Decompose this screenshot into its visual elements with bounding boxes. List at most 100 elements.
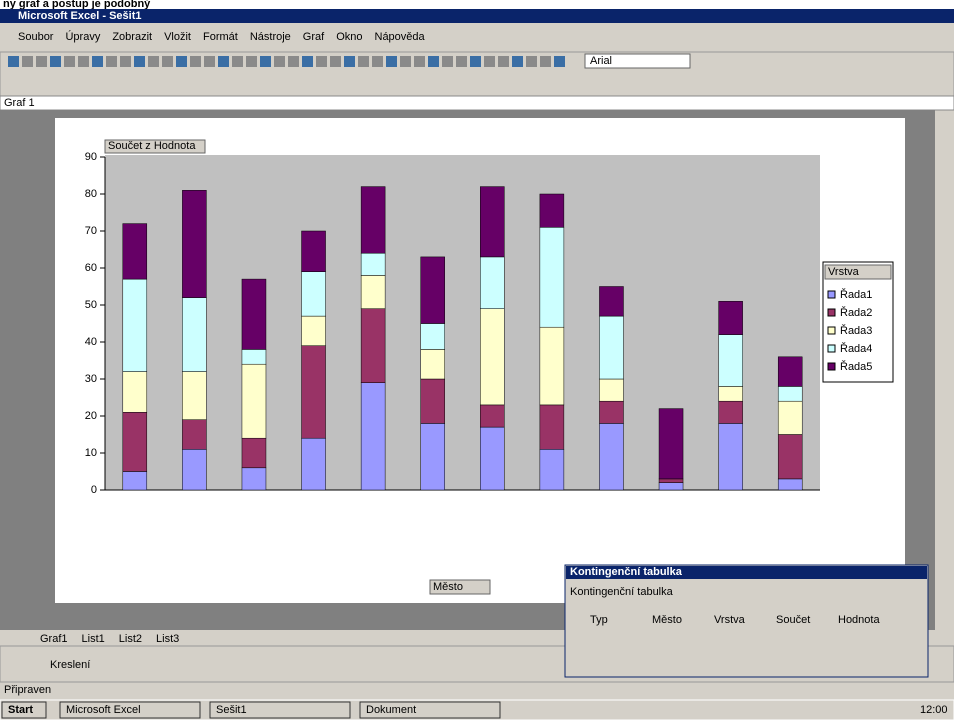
bar-segment [361,383,385,490]
menu-item[interactable]: Zobrazit [112,31,152,43]
pivot-button[interactable]: Kontingenční tabulka [570,586,674,598]
bar-segment [778,386,802,401]
toolbar-button[interactable] [512,56,523,67]
toolbar-button[interactable] [78,56,89,67]
toolbar-button[interactable] [22,56,33,67]
bar-segment [778,357,802,387]
row-field-button[interactable]: Město [433,581,463,593]
toolbar-button[interactable] [428,56,439,67]
menu-item[interactable]: Úpravy [65,30,100,43]
task-label[interactable]: Microsoft Excel [66,704,141,716]
plot-area [105,155,820,490]
toolbar-button[interactable] [386,56,397,67]
bar-segment [302,346,326,439]
bar-segment [123,224,147,280]
menu-item[interactable]: Nápověda [375,31,426,43]
bar-segment [123,279,147,372]
pivot-field[interactable]: Hodnota [838,614,880,626]
toolbar-button[interactable] [316,56,327,67]
toolbar-button[interactable] [36,56,47,67]
toolbar-button[interactable] [120,56,131,67]
data-field-button[interactable]: Součet z Hodnota [108,140,196,152]
y-tick-label: 50 [85,299,97,311]
pivot-field[interactable]: Součet [776,614,810,626]
toolbar-button[interactable] [554,56,565,67]
bar-segment [123,472,147,491]
legend-swatch [828,291,835,298]
pivot-field[interactable]: Typ [590,614,608,626]
toolbar-button[interactable] [50,56,61,67]
toolbar-button[interactable] [540,56,551,67]
menu-item[interactable]: Graf [303,31,325,43]
sheet-tab[interactable]: List3 [156,633,179,645]
toolbar-button[interactable] [8,56,19,67]
toolbar-button[interactable] [414,56,425,67]
bar-segment [659,483,683,490]
toolbar-button[interactable] [162,56,173,67]
bar-segment [421,257,445,324]
menu-item[interactable]: Nástroje [250,31,291,43]
sheet-tab[interactable]: Graf1 [40,633,68,645]
toolbar-button[interactable] [64,56,75,67]
toolbar-button[interactable] [442,56,453,67]
legend-label: Řada3 [840,324,872,337]
pivot-field[interactable]: Vrstva [714,614,746,626]
legend-title[interactable]: Vrstva [828,266,860,278]
toolbar-button[interactable] [232,56,243,67]
menu-item[interactable]: Okno [336,31,362,43]
sheet-tab[interactable]: List2 [119,633,142,645]
toolbar-button[interactable] [288,56,299,67]
bar-segment [421,324,445,350]
toolbar-button[interactable] [358,56,369,67]
start-button[interactable]: Start [8,704,33,716]
toolbar-button[interactable] [204,56,215,67]
bar-segment [421,423,445,490]
toolbar-button[interactable] [218,56,229,67]
legend-swatch [828,345,835,352]
bar-segment [599,423,623,490]
pivot-field[interactable]: Město [652,614,682,626]
legend-label: Řada4 [840,342,872,355]
legend-label: Řada5 [840,360,872,373]
toolbar-button[interactable] [134,56,145,67]
menu-item[interactable]: Vložit [164,31,191,43]
bar-segment [242,279,266,349]
toolbar-button[interactable] [246,56,257,67]
task-label[interactable]: Dokument [366,704,416,716]
toolbar-button[interactable] [372,56,383,67]
toolbar-button[interactable] [148,56,159,67]
toolbar-button[interactable] [260,56,271,67]
bar-segment [480,187,504,257]
toolbar-button[interactable] [92,56,103,67]
bar-segment [659,409,683,479]
task-label[interactable]: Sešit1 [216,704,247,716]
toolbar-button[interactable] [526,56,537,67]
y-tick-label: 60 [85,262,97,274]
toolbar-button[interactable] [106,56,117,67]
bar-segment [361,187,385,254]
sheet-tab[interactable]: List1 [82,633,105,645]
font-box[interactable]: Arial [590,55,612,67]
toolbar-button[interactable] [330,56,341,67]
draw-toolbar[interactable]: Kreslení [50,659,90,671]
toolbar-button[interactable] [484,56,495,67]
y-tick-label: 80 [85,188,97,200]
menu-item[interactable]: Formát [203,31,238,43]
toolbar-button[interactable] [302,56,313,67]
toolbar-button[interactable] [274,56,285,67]
bar-segment [302,438,326,490]
toolbar-button[interactable] [176,56,187,67]
toolbar-button[interactable] [470,56,481,67]
bar-segment [480,309,504,405]
toolbar-button[interactable] [456,56,467,67]
bar-segment [599,316,623,379]
menu-item[interactable]: Soubor [18,31,54,43]
bar-segment [302,231,326,272]
toolbar-button[interactable] [190,56,201,67]
toolbar-button[interactable] [344,56,355,67]
bar-segment [182,190,206,297]
toolbar-button[interactable] [400,56,411,67]
toolbar-button[interactable] [498,56,509,67]
name-box[interactable]: Graf 1 [4,97,35,109]
y-tick-label: 40 [85,336,97,348]
